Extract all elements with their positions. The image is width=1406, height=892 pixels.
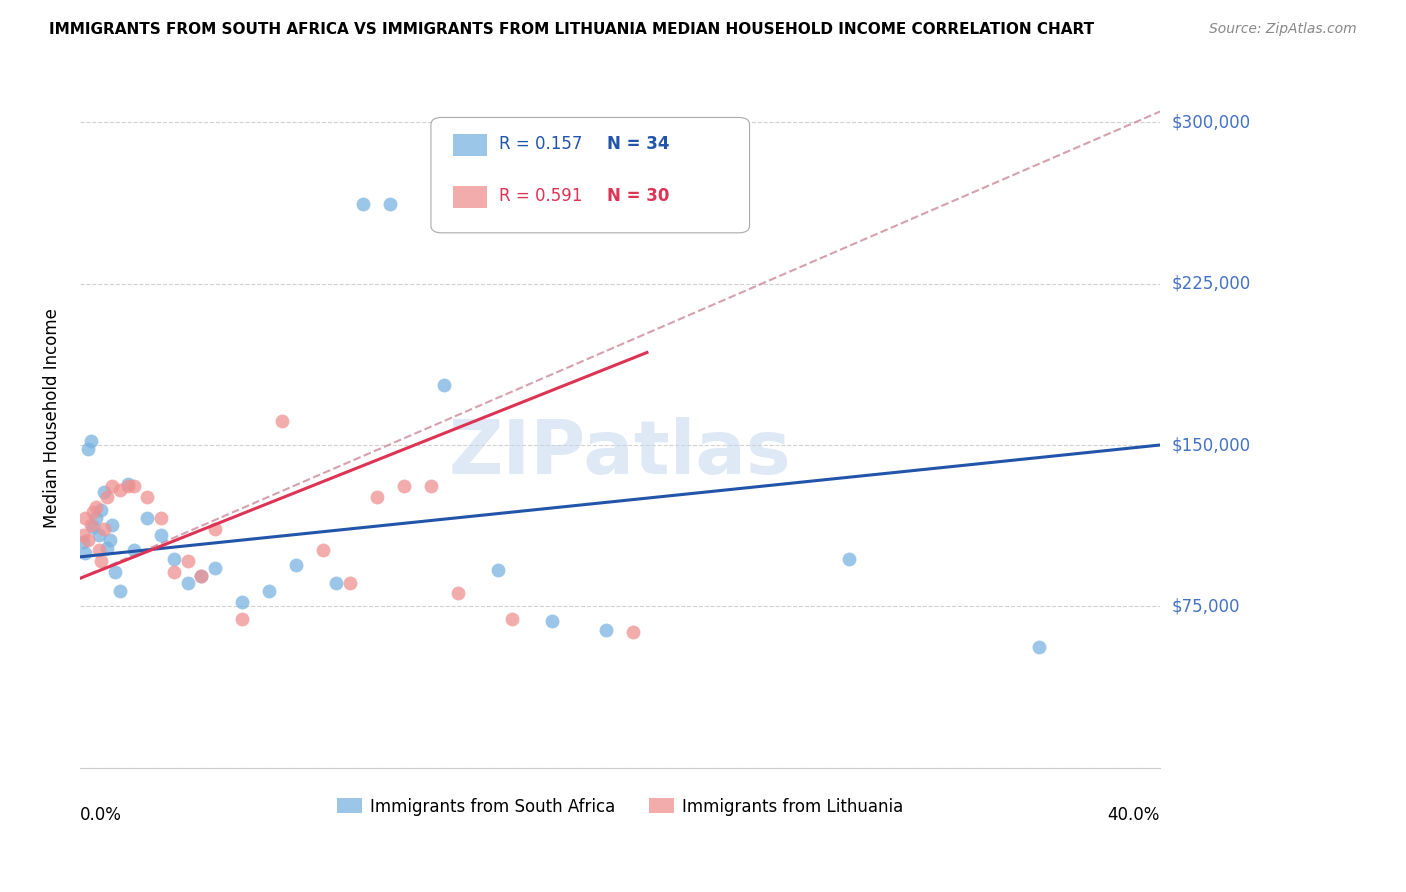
Legend: Immigrants from South Africa, Immigrants from Lithuania: Immigrants from South Africa, Immigrants… [330, 791, 910, 822]
Point [177, 575, 200, 590]
Point [122, 479, 145, 493]
Text: 0.0%: 0.0% [80, 806, 122, 824]
Text: $225,000: $225,000 [1171, 275, 1250, 293]
Point [104, 565, 127, 579]
Point [90, 554, 112, 568]
Text: $150,000: $150,000 [1171, 436, 1250, 454]
Text: N = 30: N = 30 [607, 187, 669, 205]
Point [93, 485, 115, 500]
Point [177, 554, 200, 568]
Y-axis label: Median Household Income: Median Household Income [44, 308, 60, 528]
Point [838, 552, 860, 566]
Point [163, 552, 186, 566]
Text: IMMIGRANTS FROM SOUTH AFRICA VS IMMIGRANTS FROM LITHUANIA MEDIAN HOUSEHOLD INCOM: IMMIGRANTS FROM SOUTH AFRICA VS IMMIGRAN… [49, 22, 1094, 37]
Point [136, 490, 159, 504]
FancyBboxPatch shape [453, 186, 486, 209]
Text: ZIPatlas: ZIPatlas [449, 417, 792, 490]
Text: 40.0%: 40.0% [1108, 806, 1160, 824]
Point [392, 479, 415, 493]
Point [72, 528, 94, 542]
Point [312, 543, 335, 558]
Point [101, 517, 124, 532]
Point [541, 615, 564, 629]
Point [204, 560, 226, 574]
Point [84, 511, 107, 525]
Point [380, 197, 402, 211]
Point [231, 612, 253, 626]
Point [87, 543, 110, 558]
Point [204, 522, 226, 536]
Text: R = 0.591: R = 0.591 [499, 187, 582, 205]
Point [149, 511, 172, 525]
Point [339, 575, 361, 590]
Point [163, 565, 186, 579]
Point [79, 434, 101, 448]
Text: R = 0.157: R = 0.157 [499, 135, 582, 153]
Text: $300,000: $300,000 [1171, 113, 1250, 131]
Point [419, 479, 441, 493]
Point [77, 442, 100, 457]
Point [82, 505, 104, 519]
Point [98, 533, 121, 547]
Text: $75,000: $75,000 [1171, 598, 1240, 615]
Point [117, 476, 139, 491]
Point [1028, 640, 1050, 655]
Point [75, 545, 97, 559]
Text: N = 34: N = 34 [607, 135, 669, 153]
Point [110, 483, 132, 498]
Point [366, 490, 388, 504]
FancyBboxPatch shape [453, 134, 486, 156]
FancyBboxPatch shape [430, 118, 749, 233]
Point [284, 558, 307, 573]
Point [136, 511, 159, 525]
Point [101, 479, 124, 493]
Point [117, 479, 139, 493]
Point [325, 575, 347, 590]
Point [433, 377, 456, 392]
Point [257, 584, 280, 599]
Point [352, 197, 374, 211]
Point [122, 543, 145, 558]
Point [623, 625, 645, 640]
Point [87, 528, 110, 542]
Text: Source: ZipAtlas.com: Source: ZipAtlas.com [1209, 22, 1357, 37]
Point [149, 528, 172, 542]
Point [447, 586, 470, 600]
Point [96, 541, 118, 556]
Point [79, 517, 101, 532]
Point [96, 490, 118, 504]
Point [93, 522, 115, 536]
Point [82, 520, 104, 534]
Point [84, 500, 107, 515]
Point [110, 584, 132, 599]
Point [271, 414, 294, 428]
Point [190, 569, 212, 583]
Point [595, 623, 617, 637]
Point [77, 533, 100, 547]
Point [190, 569, 212, 583]
Point [72, 534, 94, 549]
Point [488, 563, 510, 577]
Point [501, 612, 523, 626]
Point [90, 502, 112, 516]
Point [231, 595, 253, 609]
Point [75, 511, 97, 525]
